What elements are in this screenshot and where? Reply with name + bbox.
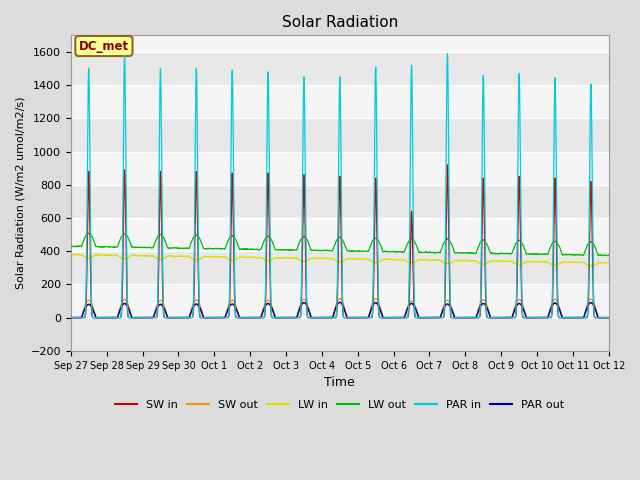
Bar bbox=[71, 52, 609, 85]
Legend: SW in, SW out, LW in, LW out, PAR in, PAR out: SW in, SW out, LW in, LW out, PAR in, PA… bbox=[111, 396, 569, 415]
Text: DC_met: DC_met bbox=[79, 39, 129, 52]
Bar bbox=[71, 251, 609, 285]
Title: Solar Radiation: Solar Radiation bbox=[282, 15, 398, 30]
Y-axis label: Solar Radiation (W/m2 umol/m2/s): Solar Radiation (W/m2 umol/m2/s) bbox=[15, 97, 25, 289]
X-axis label: Time: Time bbox=[324, 376, 355, 389]
Bar bbox=[71, 318, 609, 351]
Bar bbox=[71, 185, 609, 218]
Bar bbox=[71, 119, 609, 152]
